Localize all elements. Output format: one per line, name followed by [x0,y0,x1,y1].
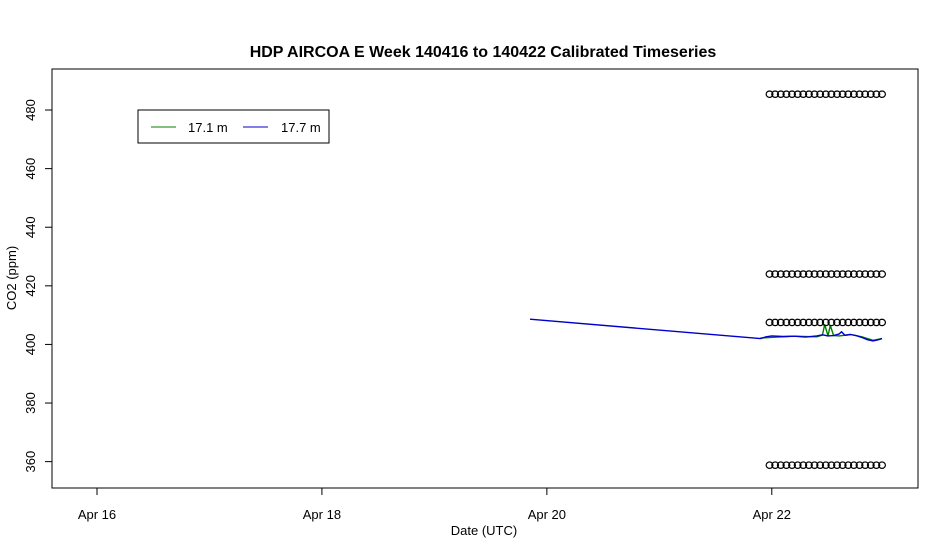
y-tick-label: 400 [23,334,38,356]
x-tick-label: Apr 22 [753,507,791,522]
series-layer [530,91,885,468]
legend: 17.1 m 17.7 m [138,110,329,143]
x-tick-label: Apr 16 [78,507,116,522]
x-tick-label: Apr 20 [528,507,566,522]
x-axis: Apr 16 Apr 18 Apr 20 Apr 22 [78,488,791,522]
y-tick-label: 460 [23,158,38,180]
y-axis: 360 380 400 420 440 460 480 [23,99,52,472]
y-tick-label: 420 [23,275,38,297]
y-tick-label: 480 [23,99,38,121]
y-tick-label: 440 [23,216,38,238]
y-tick-label: 380 [23,392,38,414]
x-axis-label: Date (UTC) [451,523,517,538]
y-tick-label: 360 [23,451,38,473]
legend-label-17-1m: 17.1 m [188,120,228,135]
legend-label-17-7m: 17.7 m [281,120,321,135]
y-axis-label: CO2 (ppm) [4,246,19,310]
chart-title: HDP AIRCOA E Week 140416 to 140422 Calib… [250,44,717,61]
x-tick-label: Apr 18 [303,507,341,522]
